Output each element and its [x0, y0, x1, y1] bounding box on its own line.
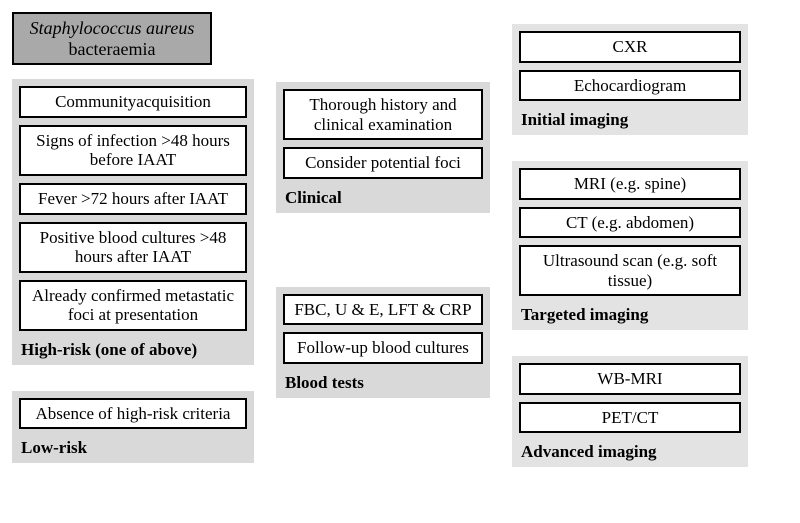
list-item: Positive blood cultures >48 hours after … — [19, 222, 247, 273]
diagram-canvas: Staphylococcus aureus bacteraemia Commun… — [12, 12, 788, 467]
group-label-blood-tests: Blood tests — [283, 371, 483, 396]
list-item: Consider potential foci — [283, 147, 483, 179]
list-item: Thorough history and clinical examinatio… — [283, 89, 483, 140]
group-initial-imaging: CXR Echocardiogram Initial imaging — [512, 24, 748, 135]
list-item: PET/CT — [519, 402, 741, 434]
header-line2: bacteraemia — [69, 39, 156, 59]
header-line1: Staphylococcus aureus — [30, 18, 195, 38]
list-item: Absence of high-risk criteria — [19, 398, 247, 430]
group-blood-tests: FBC, U & E, LFT & CRP Follow-up blood cu… — [276, 287, 490, 398]
group-advanced-imaging: WB-MRI PET/CT Advanced imaging — [512, 356, 748, 467]
column-right: CXR Echocardiogram Initial imaging MRI (… — [512, 24, 748, 467]
group-low-risk: Absence of high-risk criteria Low-risk — [12, 391, 254, 464]
group-label-initial-imaging: Initial imaging — [519, 108, 741, 133]
list-item: CT (e.g. abdomen) — [519, 207, 741, 239]
list-item: Ultrasound scan (e.g. soft tissue) — [519, 245, 741, 296]
column-left: Staphylococcus aureus bacteraemia Commun… — [12, 12, 254, 463]
header-box: Staphylococcus aureus bacteraemia — [12, 12, 212, 65]
group-clinical: Thorough history and clinical examinatio… — [276, 82, 490, 213]
list-item: Already confirmed metastatic foci at pre… — [19, 280, 247, 331]
list-item: Communityacquisition — [19, 86, 247, 118]
list-item: Follow-up blood cultures — [283, 332, 483, 364]
group-label-advanced-imaging: Advanced imaging — [519, 440, 741, 465]
group-label-clinical: Clinical — [283, 186, 483, 211]
group-high-risk: Communityacquisition Signs of infection … — [12, 79, 254, 364]
column-middle: Thorough history and clinical examinatio… — [276, 82, 490, 398]
list-item: FBC, U & E, LFT & CRP — [283, 294, 483, 326]
list-item: Echocardiogram — [519, 70, 741, 102]
list-item: Signs of infection >48 hours before IAAT — [19, 125, 247, 176]
spacer — [276, 239, 490, 287]
list-item: CXR — [519, 31, 741, 63]
group-targeted-imaging: MRI (e.g. spine) CT (e.g. abdomen) Ultra… — [512, 161, 748, 330]
list-item: MRI (e.g. spine) — [519, 168, 741, 200]
list-item: WB-MRI — [519, 363, 741, 395]
group-label-high-risk: High-risk (one of above) — [19, 338, 247, 363]
group-label-targeted-imaging: Targeted imaging — [519, 303, 741, 328]
list-item: Fever >72 hours after IAAT — [19, 183, 247, 215]
group-label-low-risk: Low-risk — [19, 436, 247, 461]
